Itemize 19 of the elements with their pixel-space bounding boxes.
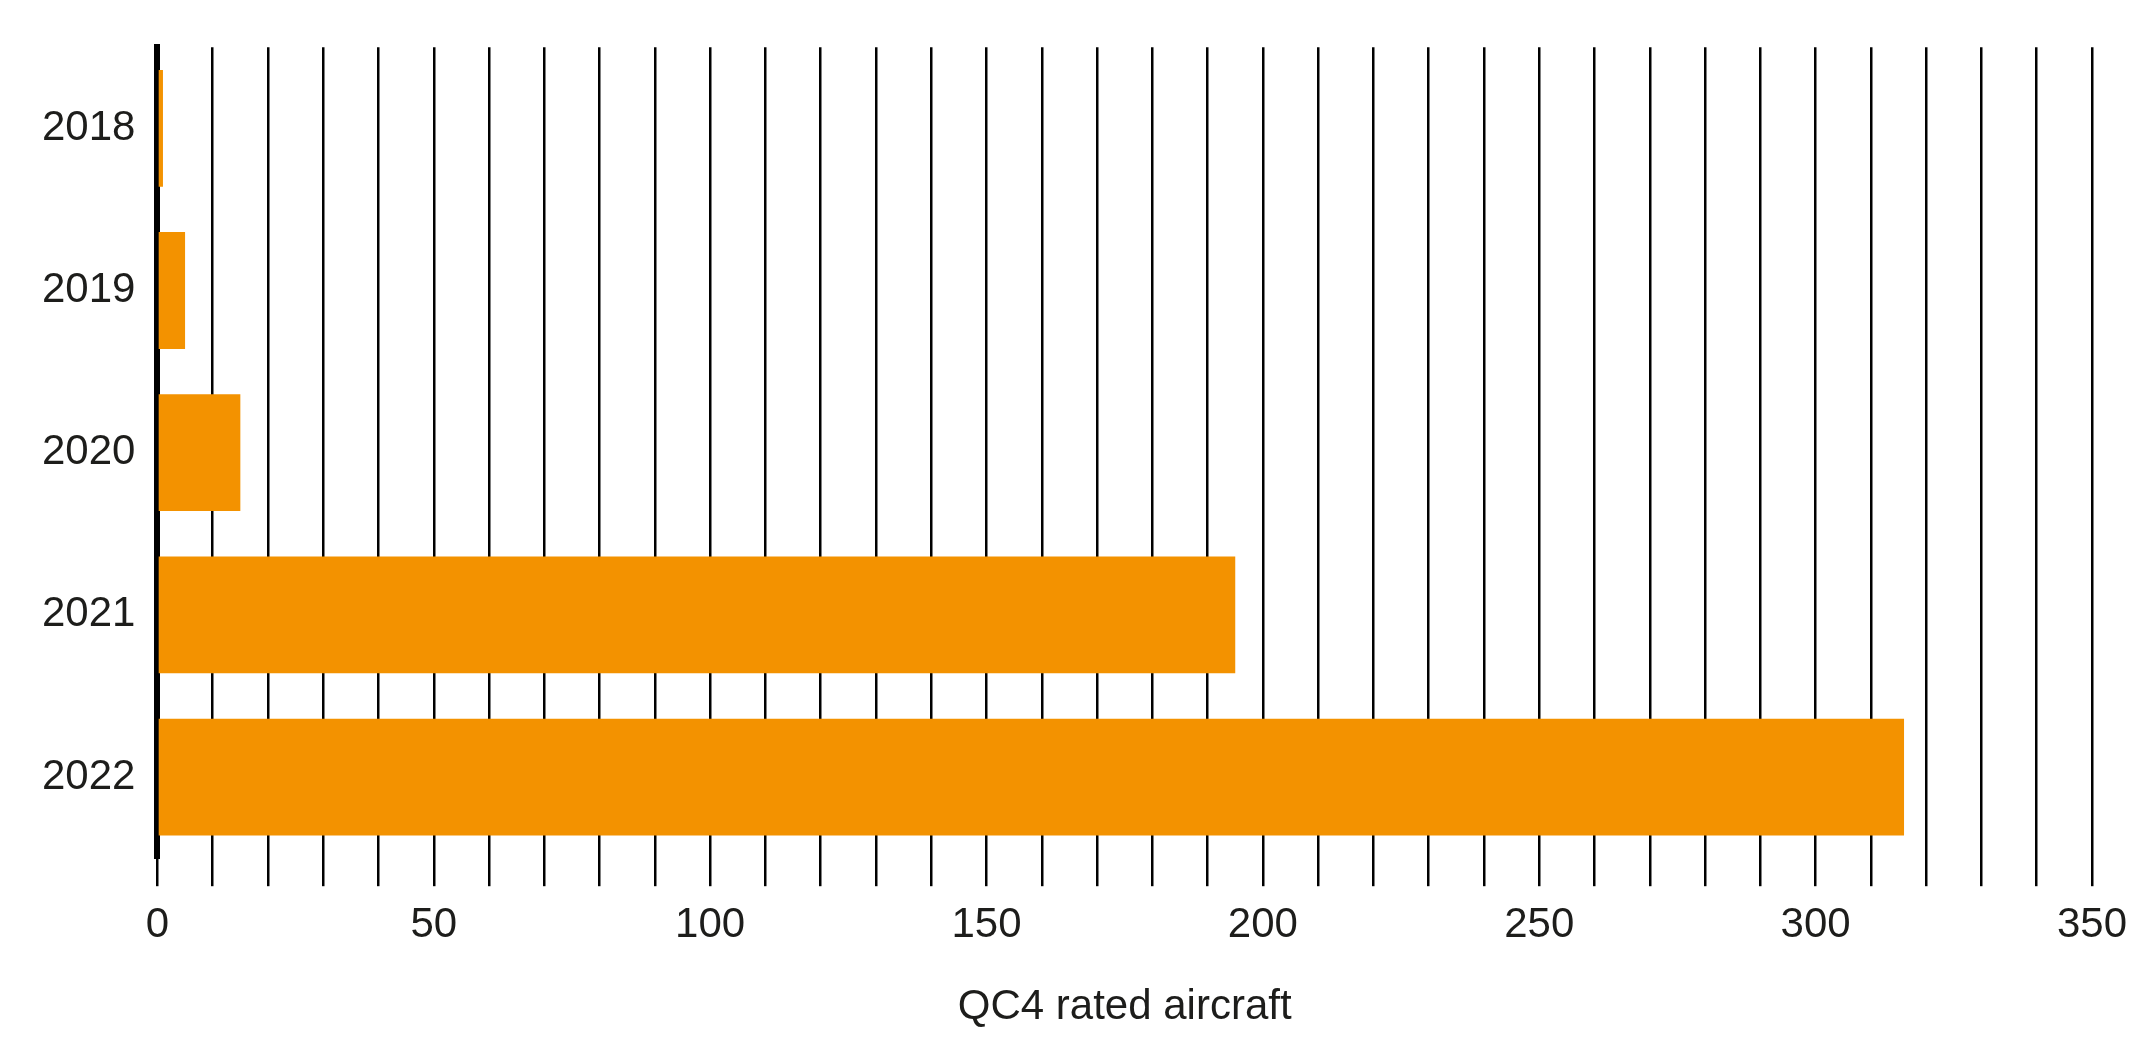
bar	[158, 232, 186, 349]
y-tick-label: 2020	[42, 426, 136, 474]
x-tick-label: 250	[1504, 898, 1575, 946]
x-tick-label: 300	[1780, 898, 1851, 946]
bar	[158, 394, 241, 512]
y-tick-label: 2019	[42, 264, 136, 312]
x-tick-label: 100	[675, 898, 746, 946]
bar	[158, 69, 163, 187]
x-axis-title: QC4 rated aircraft	[957, 981, 1292, 1029]
bar	[158, 718, 1905, 836]
x-tick-label: 50	[410, 898, 458, 946]
x-tick-label: 0	[145, 898, 170, 946]
x-tick-label: 200	[1227, 898, 1298, 946]
y-tick-label: 2018	[42, 101, 136, 149]
x-tick-label: 350	[2056, 898, 2127, 946]
x-tick-label: 150	[951, 898, 1022, 946]
bar	[158, 556, 1236, 674]
y-tick-label: 2021	[42, 588, 136, 636]
y-tick-label: 2022	[42, 750, 136, 798]
